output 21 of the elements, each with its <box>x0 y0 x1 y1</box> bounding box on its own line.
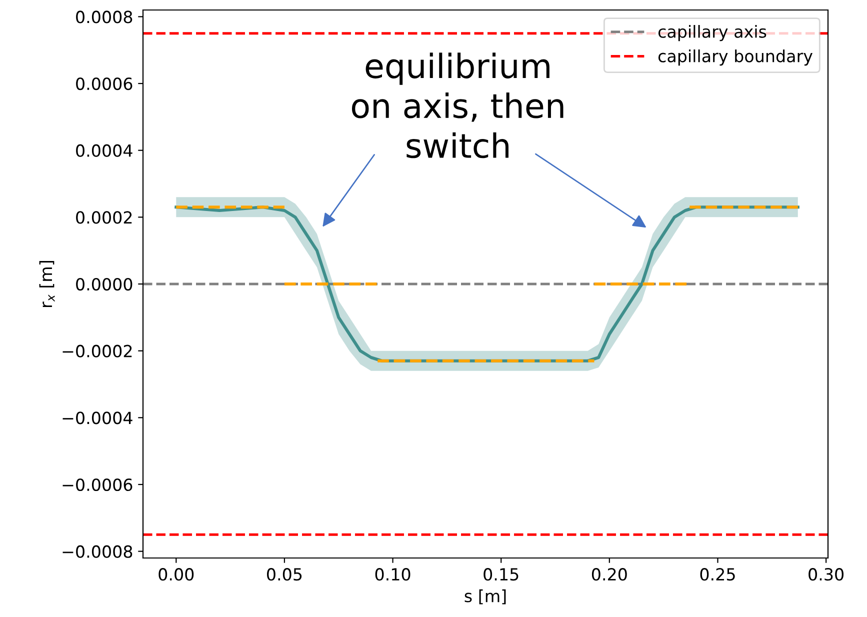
x-tick-label: 0.15 <box>484 568 518 581</box>
x-tick-label: 0.30 <box>808 568 844 581</box>
legend-label: capillary axis <box>658 25 766 42</box>
annotation: equilibrium on axis, then switch <box>352 52 564 158</box>
y-tick-label: −0.0008 <box>62 545 132 558</box>
x-axis-title: s [m] <box>464 589 506 604</box>
y-tick-label: 0.0004 <box>76 144 132 157</box>
x-tick-label: 0.20 <box>592 568 627 581</box>
y-tick-label: −0.0006 <box>62 478 132 492</box>
x-tick-label: 0.05 <box>267 568 302 581</box>
x-tick-label: 0.25 <box>700 568 735 581</box>
y-axis-title: r$_{x}$ [m] <box>39 261 55 307</box>
y-tick-label: 0.0002 <box>76 211 132 224</box>
legend-label: capillary boundary <box>658 49 812 66</box>
y-tick-label: 0.0008 <box>76 10 132 24</box>
y-tick-label: 0.0000 <box>76 278 132 291</box>
x-tick-label: 0.00 <box>158 568 194 581</box>
x-tick-label: 0.10 <box>375 568 410 581</box>
y-tick-label: −0.0004 <box>62 412 132 424</box>
y-tick-label: −0.0002 <box>62 344 132 358</box>
y-tick-label: 0.0006 <box>76 77 132 90</box>
